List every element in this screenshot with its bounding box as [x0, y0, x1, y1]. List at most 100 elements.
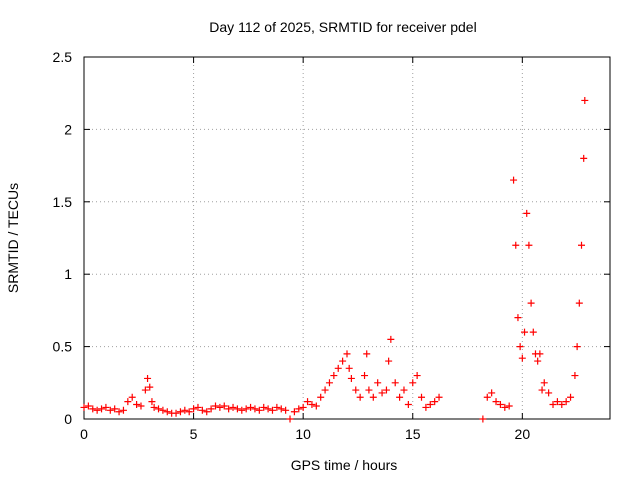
data-point	[220, 402, 228, 410]
data-point	[203, 408, 211, 416]
data-point	[571, 372, 579, 380]
data-point	[286, 415, 294, 423]
data-point	[501, 403, 509, 411]
data-point	[148, 398, 156, 406]
data-point	[374, 379, 382, 387]
data-point	[325, 379, 333, 387]
data-point	[334, 364, 342, 372]
data-point	[229, 403, 237, 411]
data-point	[119, 406, 127, 414]
data-point	[409, 379, 417, 387]
y-tick-label: 0	[64, 411, 72, 427]
y-tick-label: 0.5	[53, 339, 73, 355]
data-point	[190, 405, 198, 413]
data-point	[496, 401, 504, 409]
chart-title: Day 112 of 2025, SRMTID for receiver pde…	[209, 19, 476, 35]
data-point	[312, 402, 320, 410]
x-tick-label: 15	[405, 426, 421, 442]
data-point	[339, 357, 347, 365]
data-point	[308, 401, 316, 409]
data-point	[534, 357, 542, 365]
data-point	[115, 408, 123, 416]
data-point	[536, 350, 544, 358]
data-point	[512, 241, 520, 249]
data-point	[538, 386, 546, 394]
data-point	[488, 389, 496, 397]
data-point	[426, 401, 434, 409]
data-point	[321, 386, 329, 394]
data-point	[387, 335, 395, 343]
data-point	[518, 354, 526, 362]
data-point	[102, 403, 110, 411]
data-point	[194, 403, 202, 411]
data-point	[578, 241, 586, 249]
data-point	[233, 405, 241, 413]
data-point	[431, 398, 439, 406]
data-point	[172, 409, 180, 417]
data-point	[198, 406, 206, 414]
data-point	[400, 386, 408, 394]
data-point	[558, 401, 566, 409]
data-point	[225, 405, 233, 413]
data-point	[365, 386, 373, 394]
y-tick-label: 2	[64, 121, 72, 137]
data-point	[304, 398, 312, 406]
data-point	[150, 403, 158, 411]
data-point	[98, 405, 106, 413]
data-point	[216, 403, 224, 411]
y-axis: 0 0.5 1 1.5 2 2.5	[53, 49, 610, 427]
y-axis-label: SRMTID / TECUs	[5, 183, 21, 293]
data-point	[80, 403, 88, 411]
x-tick-label: 10	[295, 426, 311, 442]
data-point	[343, 350, 351, 358]
data-point	[251, 405, 259, 413]
x-axis-label: GPS time / hours	[291, 457, 398, 473]
data-point	[146, 383, 154, 391]
data-point	[247, 403, 255, 411]
x-tick-label: 5	[190, 426, 198, 442]
data-point	[529, 328, 537, 336]
data-point	[84, 402, 92, 410]
data-point	[404, 401, 412, 409]
data-point	[277, 405, 285, 413]
data-point	[137, 402, 145, 410]
data-point	[144, 374, 152, 382]
data-point	[581, 96, 589, 104]
x-axis: 0 5 10 15 20	[80, 57, 530, 442]
data-point	[580, 154, 588, 162]
data-point	[567, 393, 575, 401]
data-point	[185, 408, 193, 416]
data-point	[523, 209, 531, 217]
data-point	[155, 405, 163, 413]
data-point	[238, 406, 246, 414]
data-point	[553, 398, 561, 406]
data-point	[382, 386, 390, 394]
data-point	[111, 405, 119, 413]
data-point	[516, 343, 524, 351]
data-point	[299, 403, 307, 411]
data-point	[295, 405, 303, 413]
data-point	[356, 393, 364, 401]
data-point	[378, 389, 386, 397]
data-point	[181, 406, 189, 414]
x-tick-label: 0	[80, 426, 88, 442]
data-point	[492, 398, 500, 406]
data-point	[176, 408, 184, 416]
data-point	[268, 406, 276, 414]
data-point	[422, 403, 430, 411]
y-tick-label: 1	[64, 266, 72, 282]
data-point	[352, 386, 360, 394]
data-point	[527, 299, 535, 307]
data-point	[207, 405, 215, 413]
plot-frame	[83, 56, 611, 420]
data-point	[141, 386, 149, 394]
data-point	[255, 406, 263, 414]
data-point	[562, 398, 570, 406]
data-point	[128, 393, 136, 401]
y-tick-label: 1.5	[53, 194, 73, 210]
data-point	[317, 393, 325, 401]
data-point	[391, 379, 399, 387]
data-point	[282, 406, 290, 414]
data-point	[273, 403, 281, 411]
data-point	[345, 364, 353, 372]
